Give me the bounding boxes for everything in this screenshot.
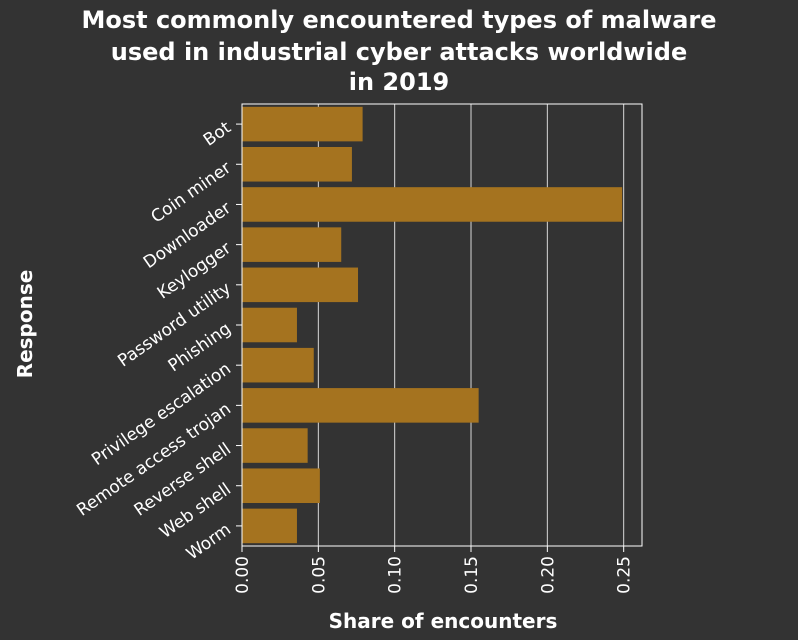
- x-tick-label-5: 0.25: [615, 556, 635, 594]
- x-tick-label-1: 0.05: [309, 556, 329, 594]
- y-axis-label: Response: [13, 270, 37, 379]
- bar-8: [242, 428, 308, 463]
- bar-9: [242, 468, 320, 504]
- bar-10: [242, 508, 297, 544]
- chart-title-line-2: used in industrial cyber attacks worldwi…: [110, 38, 688, 66]
- chart-title-line-1: Most commonly encountered types of malwa…: [81, 6, 717, 34]
- bar-3: [242, 227, 342, 262]
- x-tick-label-2: 0.10: [386, 556, 406, 594]
- bar-2: [242, 187, 623, 222]
- chart-title-line-3: in 2019: [348, 68, 450, 96]
- y-tick-label-0: Bot: [200, 118, 235, 151]
- bar-4: [242, 267, 359, 303]
- x-tick-label-4: 0.20: [538, 556, 558, 594]
- x-axis-label: Share of encounters: [329, 609, 558, 633]
- x-tick-label-3: 0.15: [462, 556, 482, 594]
- bar-1: [242, 146, 352, 182]
- bars: [242, 106, 623, 544]
- x-tick-label-0: 0.00: [233, 556, 253, 594]
- bar-6: [242, 347, 314, 383]
- bar-7: [242, 388, 479, 423]
- bar-0: [242, 106, 363, 142]
- bar-5: [242, 307, 297, 343]
